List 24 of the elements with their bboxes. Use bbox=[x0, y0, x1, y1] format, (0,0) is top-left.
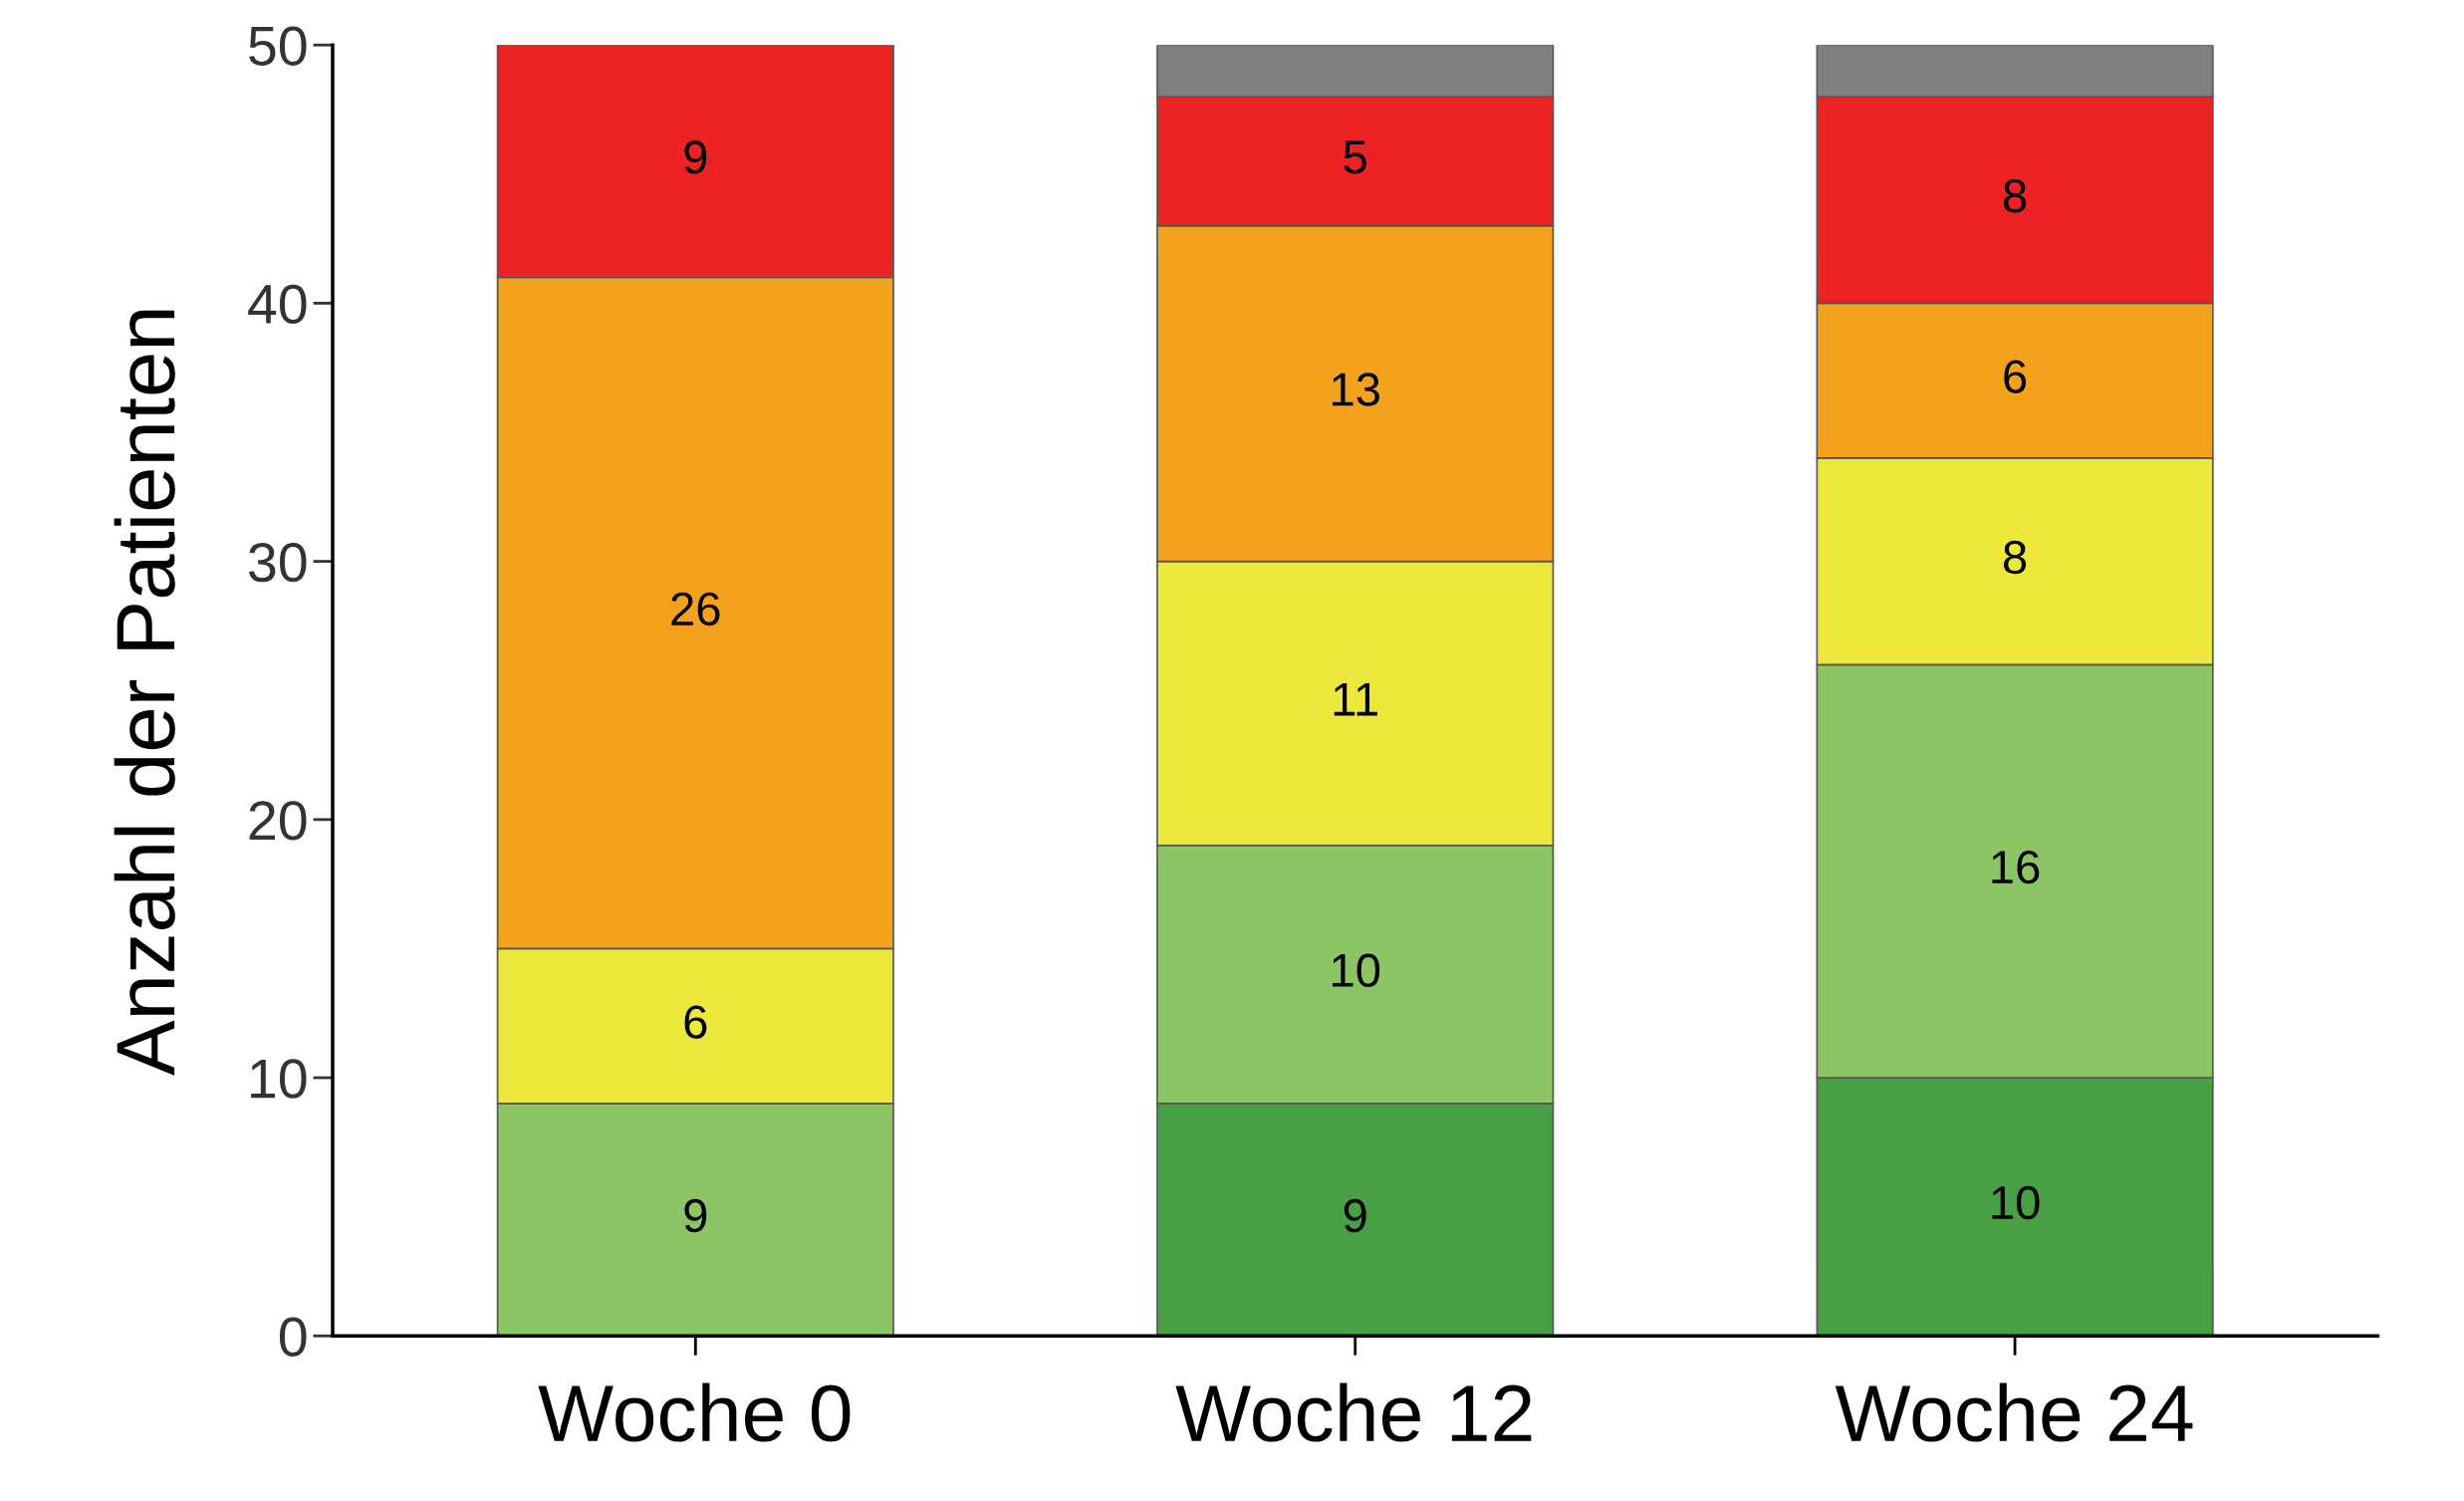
y-axis-title: Anzahl der Patienten bbox=[114, 310, 175, 1076]
data-label: 10 bbox=[1333, 953, 1380, 988]
data-label: 10 bbox=[1992, 1185, 2040, 1220]
y-tick-label: 10 bbox=[251, 1059, 307, 1099]
y-tick-label: 0 bbox=[279, 1317, 307, 1357]
x-tick-label: Woche 12 bbox=[1175, 1382, 1532, 1442]
data-label: 5 bbox=[1344, 140, 1366, 174]
y-tick-label: 30 bbox=[249, 542, 307, 583]
data-label: 6 bbox=[2004, 360, 2027, 393]
data-label: 9 bbox=[1344, 1198, 1366, 1233]
data-label: 9 bbox=[684, 140, 707, 174]
data-label: 9 bbox=[684, 1198, 707, 1233]
data-label: 8 bbox=[2004, 178, 2027, 213]
data-label: 16 bbox=[1992, 850, 2040, 884]
data-label: 6 bbox=[684, 1005, 707, 1039]
y-tick-label: 50 bbox=[249, 26, 307, 66]
x-tick-label: Woche 24 bbox=[1835, 1382, 2193, 1442]
data-label: 8 bbox=[2004, 540, 2027, 575]
data-label: 26 bbox=[671, 592, 720, 626]
y-tick-label: 40 bbox=[248, 284, 307, 325]
data-label: 11 bbox=[1334, 682, 1377, 716]
data-label: 13 bbox=[1333, 373, 1379, 406]
y-tick-label: 20 bbox=[249, 801, 307, 841]
x-tick-label: Woche 0 bbox=[538, 1382, 851, 1442]
